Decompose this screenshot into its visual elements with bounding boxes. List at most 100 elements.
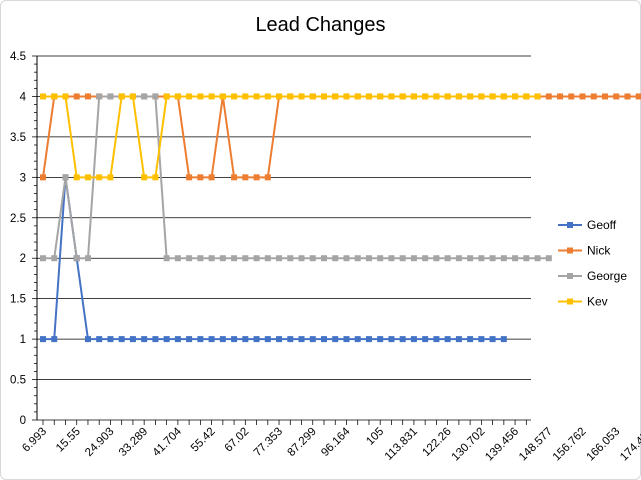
legend-entry-kev: Kev <box>558 295 608 309</box>
series-geoff <box>40 174 507 343</box>
data-point <box>107 174 114 181</box>
x-tick-label: 6.993 <box>20 426 49 455</box>
data-point <box>343 93 350 100</box>
x-tick-label: 130.702 <box>450 426 488 464</box>
y-tick-label: 0 <box>20 415 26 427</box>
data-point <box>399 336 406 343</box>
data-point <box>197 174 204 181</box>
data-point <box>343 336 350 343</box>
data-point <box>51 93 58 100</box>
data-point <box>163 93 170 100</box>
data-point <box>253 336 260 343</box>
data-point <box>343 255 350 262</box>
y-tick-label: 3.5 <box>10 132 26 144</box>
data-point <box>534 93 541 100</box>
data-point <box>500 255 507 262</box>
data-point <box>186 255 193 262</box>
data-point <box>433 93 440 100</box>
data-point <box>298 255 305 262</box>
legend-label: Geoff <box>587 218 617 232</box>
data-point <box>96 336 103 343</box>
data-point <box>455 93 462 100</box>
data-point <box>309 336 316 343</box>
data-point <box>40 336 46 343</box>
x-tick-label: 148.577 <box>517 426 555 464</box>
data-point <box>197 93 204 100</box>
data-point <box>163 336 170 343</box>
data-point <box>186 93 193 100</box>
data-point <box>365 93 372 100</box>
x-tick-label: 33.289 <box>117 426 150 459</box>
data-point <box>287 93 294 100</box>
x-tick-label: 67.02 <box>223 426 252 455</box>
data-point <box>298 336 305 343</box>
data-point <box>309 93 316 100</box>
data-point <box>253 255 260 262</box>
data-point <box>62 174 69 181</box>
data-point <box>534 255 541 262</box>
x-tick-label: 87.299 <box>286 426 319 459</box>
data-point <box>264 336 271 343</box>
x-tick-label: 113.831 <box>383 426 420 463</box>
data-point <box>489 255 496 262</box>
data-point <box>174 336 181 343</box>
legend-entry-nick: Nick <box>558 244 611 258</box>
data-point <box>242 255 249 262</box>
legend-label: Nick <box>587 244 611 258</box>
chart-title: Lead Changes <box>255 14 386 36</box>
legend-swatch-marker <box>567 247 573 254</box>
data-point <box>73 174 80 181</box>
data-point <box>152 336 159 343</box>
legend: Geoff Nick George Kev <box>558 218 627 309</box>
data-point <box>332 336 339 343</box>
data-point <box>613 93 620 100</box>
y-tick-label: 1 <box>20 334 26 346</box>
data-point <box>410 255 417 262</box>
x-tick-label: 55.42 <box>189 426 218 455</box>
data-point <box>96 93 103 100</box>
data-point <box>365 255 372 262</box>
y-tick-label: 4.5 <box>10 51 26 63</box>
data-point <box>388 93 395 100</box>
data-point <box>321 336 327 343</box>
data-point <box>512 93 519 100</box>
data-point <box>96 174 103 181</box>
x-tick-label: 139.456 <box>483 426 521 464</box>
data-point <box>242 174 249 181</box>
data-point <box>242 93 249 100</box>
data-point <box>422 255 429 262</box>
data-point <box>51 255 58 262</box>
data-point <box>287 336 294 343</box>
data-point <box>276 93 283 100</box>
data-point <box>545 93 552 100</box>
data-point <box>309 255 316 262</box>
x-tick-label: 96.164 <box>319 425 353 459</box>
x-tick-label: 41.704 <box>151 425 185 459</box>
data-point <box>84 174 91 181</box>
data-point <box>467 255 474 262</box>
data-point <box>545 255 552 262</box>
grid-layer <box>37 55 531 421</box>
data-point <box>635 93 641 100</box>
data-point <box>253 93 260 100</box>
data-point <box>410 336 417 343</box>
data-point <box>455 255 462 262</box>
data-point <box>399 93 406 100</box>
data-point <box>377 336 384 343</box>
legend-label: Kev <box>587 295 608 309</box>
data-point <box>219 255 226 262</box>
x-tick-label: 105 <box>364 426 386 448</box>
y-tick-label: 1.5 <box>10 294 26 306</box>
data-point <box>579 93 586 100</box>
data-point <box>455 336 462 343</box>
data-point <box>163 255 170 262</box>
data-point <box>602 93 608 100</box>
legend-entry-george: George <box>558 269 627 283</box>
data-point <box>186 174 193 181</box>
x-tick-label: 166.053 <box>584 426 622 464</box>
data-point <box>208 255 215 262</box>
data-point <box>197 336 204 343</box>
legend-entry-geoff: Geoff <box>558 218 617 232</box>
data-point <box>40 174 46 181</box>
